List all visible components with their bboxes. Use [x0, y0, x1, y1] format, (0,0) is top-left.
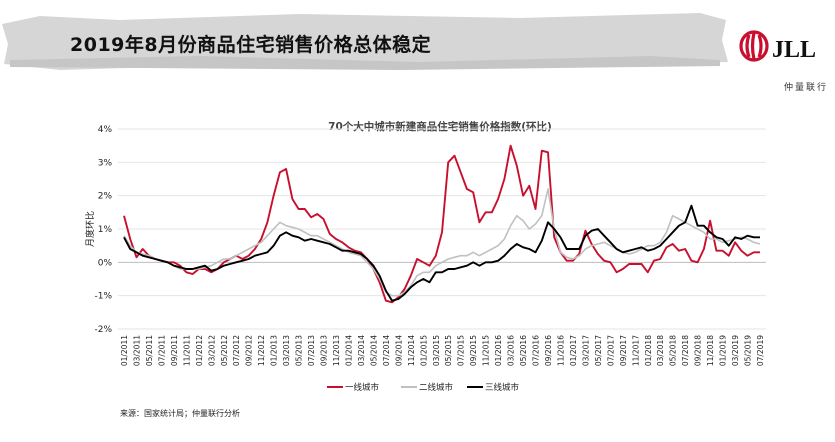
x-tick-label: 01/2014: [344, 335, 353, 366]
source-note: 来源：国家统计局；仲量联行分析: [120, 409, 240, 418]
x-tick-label: 07/2014: [382, 335, 391, 366]
x-tick-label: 03/2016: [507, 335, 516, 366]
x-tick-label: 11/2012: [257, 335, 266, 366]
header-band: [2, 13, 728, 70]
x-tick-label: 05/2015: [444, 335, 453, 366]
x-tick-label: 01/2018: [644, 335, 653, 366]
legend-label: 一线城市: [345, 382, 380, 393]
x-tick-label: 03/2011: [132, 335, 141, 366]
x-tick-label: 11/2017: [631, 335, 640, 366]
x-tick-label: 07/2019: [756, 335, 765, 366]
y-tick-label: -1%: [94, 292, 112, 302]
x-tick-label: 11/2011: [182, 335, 191, 366]
x-tick-label: 07/2012: [232, 335, 241, 366]
jll-logo: JLL: [739, 30, 816, 63]
x-tick-label: 09/2016: [544, 335, 553, 366]
y-tick-label: 0%: [98, 258, 113, 268]
series-line-2: [123, 188, 761, 297]
x-tick-label: 01/2013: [270, 335, 279, 366]
x-tick-label: 03/2014: [357, 335, 366, 366]
series-line-3: [123, 204, 760, 302]
x-tick-label: 05/2011: [145, 335, 154, 366]
x-tick-label: 01/2015: [419, 335, 428, 366]
series-lines: [123, 144, 761, 304]
x-tick-label: 07/2015: [457, 335, 466, 366]
x-tick-label: 03/2015: [432, 335, 441, 366]
x-tick-label: 01/2011: [120, 335, 129, 366]
x-tick-label: 01/2017: [569, 335, 578, 366]
x-tick-label: 09/2014: [394, 335, 403, 366]
x-tick-label: 05/2016: [519, 335, 528, 366]
x-tick-label: 09/2011: [170, 335, 179, 366]
chart-title: 70个大中城市新建商品住宅销售价格指数(环比): [328, 120, 552, 133]
legend: 一线城市 二线城市 三线城市: [327, 382, 520, 393]
x-tick-label: 01/2019: [719, 335, 728, 366]
x-tick-label: 07/2017: [606, 335, 615, 366]
y-tick-label: 1%: [98, 225, 113, 235]
x-tick-label: 07/2016: [532, 335, 541, 366]
legend-label: 三线城市: [485, 382, 520, 393]
x-tick-label: 05/2013: [295, 335, 304, 366]
x-tick-label: 05/2012: [220, 335, 229, 366]
x-tick-label: 01/2012: [195, 335, 204, 366]
price-index-chart: 70个大中城市新建商品住宅销售价格指数(环比) -2% -1% 0% 1% 2% 3% 4%…: [84, 120, 766, 393]
y-tick-label: 2%: [98, 192, 113, 202]
legend-label: 二线城市: [419, 382, 454, 393]
x-tick-label: 11/2015: [482, 335, 491, 366]
x-tick-label: 09/2012: [245, 335, 254, 366]
x-axis-ticks: 01/2011 03/2011 05/2011 07/2011 09/2011 11/20…: [120, 335, 765, 366]
page-title: 2019年8月份商品住宅销售价格总体稳定: [70, 34, 432, 56]
x-tick-label: 09/2017: [619, 335, 628, 366]
x-tick-label: 07/2018: [681, 335, 690, 366]
series-line-1: [123, 144, 760, 304]
x-tick-label: 03/2013: [282, 335, 291, 366]
y-tick-label: -2%: [94, 325, 112, 335]
x-tick-label: 05/2014: [369, 335, 378, 366]
x-tick-label: 09/2018: [694, 335, 703, 366]
x-tick-label: 05/2017: [594, 335, 603, 366]
x-tick-label: 03/2017: [581, 335, 590, 366]
x-tick-label: 05/2019: [744, 335, 753, 366]
x-tick-label: 09/2015: [469, 335, 478, 366]
x-tick-label: 07/2013: [307, 335, 316, 366]
x-tick-label: 03/2012: [207, 335, 216, 366]
x-tick-label: 11/2016: [556, 335, 565, 366]
x-tick-label: 11/2014: [407, 335, 416, 366]
y-axis-ticks: -2% -1% 0% 1% 2% 3% 4%: [94, 125, 112, 335]
x-tick-label: 07/2011: [157, 335, 166, 366]
x-tick-label: 11/2013: [332, 335, 341, 366]
x-tick-label: 05/2018: [669, 335, 678, 366]
x-tick-label: 01/2016: [494, 335, 503, 366]
y-tick-label: 3%: [98, 158, 113, 168]
x-tick-label: 09/2013: [320, 335, 329, 366]
logo-subtitle: 仲量联行: [783, 83, 828, 93]
y-tick-label: 4%: [98, 125, 113, 135]
x-tick-label: 03/2018: [656, 335, 665, 366]
y-axis-label: 月度环比: [84, 211, 96, 247]
logo-text: JLL: [772, 37, 816, 63]
x-tick-label: 03/2019: [731, 335, 740, 366]
x-tick-label: 11/2018: [706, 335, 715, 366]
